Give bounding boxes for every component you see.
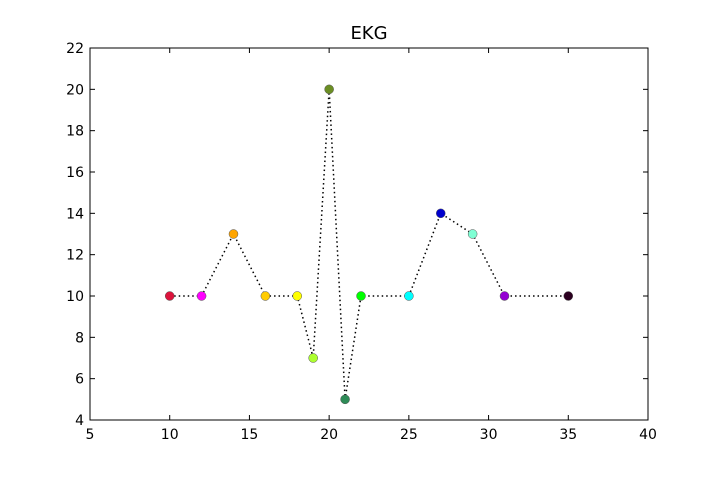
plot-area bbox=[89, 47, 649, 421]
data-point bbox=[308, 353, 318, 363]
y-axis: 4 6 8 10 12 14 16 18 20 22 bbox=[66, 41, 648, 429]
data-points bbox=[164, 84, 574, 405]
data-point bbox=[340, 394, 350, 405]
data-point bbox=[467, 229, 478, 239]
y-tick-label: 18 bbox=[66, 124, 84, 140]
y-tick-label: 8 bbox=[75, 330, 84, 346]
y-tick-label: 4 bbox=[75, 413, 84, 429]
data-point bbox=[196, 291, 207, 301]
data-point bbox=[260, 291, 271, 301]
x-tick-label: 20 bbox=[320, 427, 338, 443]
data-point bbox=[164, 291, 175, 301]
data-point bbox=[499, 291, 510, 301]
x-tick-label: 30 bbox=[480, 427, 498, 443]
data-point bbox=[324, 84, 334, 95]
y-tick-label: 6 bbox=[75, 372, 84, 388]
x-tick-label: 5 bbox=[86, 427, 95, 443]
y-tick-label: 12 bbox=[66, 248, 84, 264]
data-point bbox=[404, 291, 414, 301]
data-point bbox=[435, 208, 446, 219]
x-axis: 5 10 15 20 25 30 35 40 bbox=[86, 48, 657, 443]
y-tick-label: 10 bbox=[66, 289, 84, 305]
y-tick-label: 20 bbox=[66, 82, 84, 98]
x-tick-label: 10 bbox=[161, 427, 179, 443]
x-tick-label: 15 bbox=[241, 427, 259, 443]
series-line bbox=[169, 89, 569, 400]
x-tick-label: 40 bbox=[639, 427, 657, 443]
data-point bbox=[356, 291, 366, 301]
y-tick-label: 14 bbox=[66, 206, 84, 222]
chart-title: EKG bbox=[350, 23, 387, 44]
data-point bbox=[292, 291, 303, 301]
y-tick-label: 16 bbox=[66, 165, 84, 181]
data-point bbox=[563, 291, 574, 301]
data-point bbox=[228, 229, 239, 239]
x-tick-label: 35 bbox=[559, 427, 577, 443]
x-tick-label: 25 bbox=[400, 427, 418, 443]
y-tick-label: 22 bbox=[66, 41, 84, 57]
